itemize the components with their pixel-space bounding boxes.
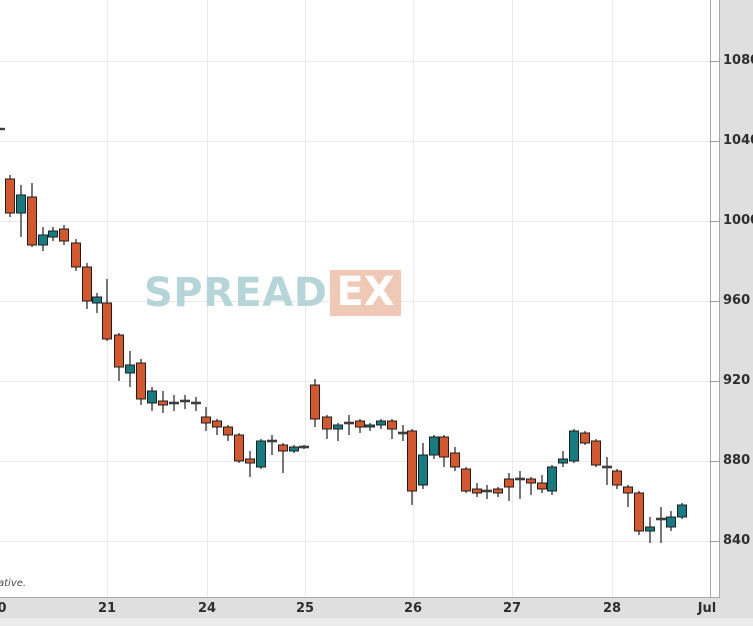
candle-body-up (256, 440, 266, 468)
candle-body-up (365, 424, 375, 428)
candle-body-up (547, 466, 557, 492)
bottom-strip (0, 618, 753, 626)
candle-body-up (333, 424, 343, 430)
candle-body-down (472, 488, 482, 494)
candle-body-down (102, 302, 112, 340)
candle-body-down (212, 420, 222, 428)
candle-body-up (569, 430, 579, 462)
x-axis-label: 21 (97, 601, 117, 616)
x-axis-label: 24 (197, 601, 217, 616)
candle-body-down (82, 266, 92, 302)
y-axis-tick (710, 301, 720, 302)
y-axis-tick (710, 61, 720, 62)
x-axis-label: 28 (602, 601, 622, 616)
candlestick-chart[interactable] (0, 0, 710, 597)
candle-body-down (27, 196, 37, 246)
y-axis-label: 880 (723, 453, 751, 468)
candle-body-down (355, 420, 365, 428)
candle-body-up (92, 296, 102, 304)
y-axis-label: 1080 (723, 53, 753, 68)
x-axis-label: 25 (295, 601, 315, 616)
candle-body-down (201, 416, 211, 424)
y-axis-label: 960 (723, 293, 751, 308)
candle-body-down (612, 470, 622, 486)
candle-body-down (322, 416, 332, 430)
candle-body-up (125, 364, 135, 374)
candle-body-down (136, 362, 146, 400)
candle-body-down (278, 444, 288, 452)
candle-body-up (289, 446, 299, 452)
candle-body-down (234, 434, 244, 462)
x-axis-label: 26 (403, 601, 423, 616)
candle-body-down (591, 440, 601, 466)
y-axis-gutter (710, 0, 720, 598)
candle-body-down (310, 384, 320, 420)
y-axis (720, 0, 753, 626)
candle-body-down (461, 468, 471, 492)
candle-body-up (429, 436, 439, 456)
candle-body-down (407, 430, 417, 492)
candle-body-down (71, 242, 81, 268)
candle-body-down (623, 486, 633, 494)
x-axis-label: 0 (0, 601, 7, 616)
candle-body-up (558, 458, 568, 464)
candle-body-down (537, 482, 547, 490)
candle-body-down (526, 478, 536, 484)
y-axis-label: 840 (723, 533, 751, 548)
candle-body-down (223, 426, 233, 436)
x-axis-label: 27 (502, 601, 522, 616)
candle-body-down (59, 228, 69, 242)
candle-body-up (376, 420, 386, 426)
candle-body-down (439, 436, 449, 458)
y-axis-label: 1040 (723, 133, 753, 148)
candle-body-down (245, 458, 255, 464)
y-axis-tick (710, 461, 720, 462)
y-axis-label: 1000 (723, 213, 753, 228)
candle-body-up (48, 230, 58, 238)
candle-body-up (38, 234, 48, 246)
candle-body-down (450, 452, 460, 468)
footnote-text: ative. (0, 578, 27, 589)
candle-body-down (634, 492, 644, 532)
candle-body-down (504, 478, 514, 488)
candle-body-down (5, 178, 15, 214)
y-axis-tick (710, 141, 720, 142)
x-axis-label: Jul (697, 601, 717, 616)
y-axis-tick (710, 541, 720, 542)
candle-body-down (158, 400, 168, 406)
candle-body-up (677, 504, 687, 518)
candle-body-up (147, 390, 157, 404)
candle-body-down (387, 420, 397, 430)
y-axis-tick (710, 381, 720, 382)
candle-body-up (418, 454, 428, 486)
y-axis-tick (710, 221, 720, 222)
candle-body-up (16, 194, 26, 214)
candle-body-up (645, 526, 655, 532)
candle-body-down (580, 432, 590, 444)
y-axis-label: 920 (723, 373, 751, 388)
candle-body-down (114, 334, 124, 368)
candle-body-down (493, 488, 503, 494)
candle-body-up (666, 516, 676, 528)
